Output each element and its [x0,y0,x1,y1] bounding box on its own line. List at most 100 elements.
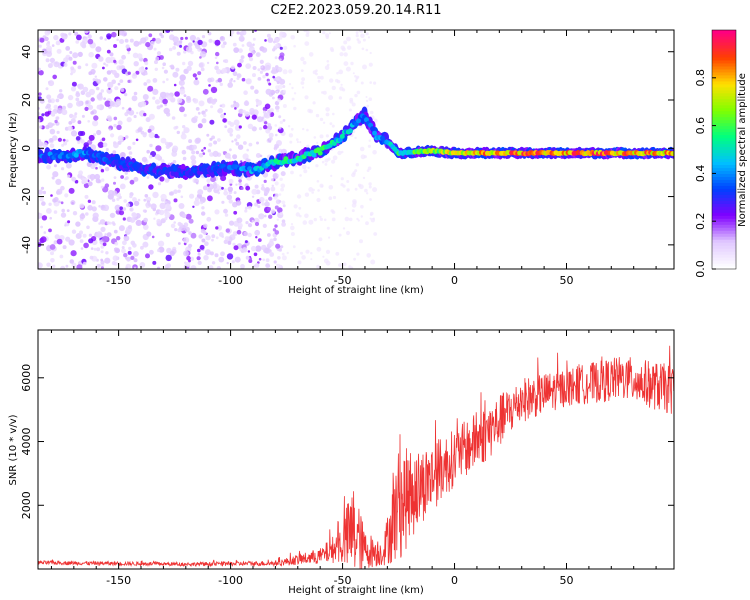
noise-point [173,83,177,87]
noise-point [323,218,327,222]
colorbar-cell [712,56,736,61]
colorbar-cell [712,146,736,151]
noise-point [233,210,238,215]
noise-point [104,38,107,41]
noise-point [329,47,334,51]
noise-point [330,209,334,213]
noise-point [316,264,320,269]
noise-point [316,197,321,203]
noise-point [77,120,82,125]
colorbar-cell [712,173,736,177]
colorbar-cell [712,65,736,70]
noise-point [174,91,180,97]
noise-point [265,128,271,134]
noise-point [240,264,245,269]
snr-y-axis-label: SNR (10 * v/v) [8,414,19,485]
noise-point [236,229,242,235]
noise-point [214,209,220,215]
noise-point [358,30,364,33]
colorbar-cell [712,158,736,163]
noise-point [92,78,96,82]
noise-point [278,126,282,130]
noise-point [116,38,119,42]
noise-point [179,40,183,44]
noise-point [129,38,134,43]
noise-point [101,178,105,182]
noise-point [53,104,58,110]
noise-point [208,142,213,147]
noise-point [286,251,289,255]
noise-point [373,232,378,236]
noise-point [228,178,234,184]
noise-point [254,202,259,207]
noise-point [42,142,48,148]
noise-point [343,40,348,45]
noise-point [81,114,85,118]
noise-point [124,38,129,43]
noise-point [96,105,101,110]
noise-point [206,61,210,65]
noise-point [198,152,204,158]
noise-point [210,105,214,109]
noise-point [255,245,262,252]
noise-point [230,78,233,81]
noise-point [176,51,181,56]
noise-point [319,215,322,219]
noise-point [245,158,250,163]
noise-point [201,211,206,216]
noise-point [204,109,208,112]
noise-point [254,89,259,94]
noise-point [70,130,78,137]
colorbar-cell [712,131,736,136]
noise-point [40,225,43,229]
noise-point [51,44,55,47]
noise-point [95,166,98,170]
noise-point [264,201,270,207]
noise-point [282,204,286,208]
noise-point [308,219,314,225]
y-tick-label: 0 [20,145,33,152]
noise-point [128,246,132,251]
ridge-core [311,152,317,158]
noise-point [356,38,360,41]
noise-point [78,230,84,235]
noise-point [354,79,358,83]
noise-point [38,92,42,96]
noise-point [238,182,242,186]
noise-point [264,214,267,218]
noise-point [248,142,253,147]
noise-point [249,257,253,261]
noise-point [116,124,122,131]
noise-point [85,63,89,67]
noise-point [164,203,171,210]
noise-point [328,32,331,35]
noise-point [243,249,247,252]
noise-point [360,215,363,218]
noise-point [120,88,125,92]
noise-point [125,266,129,269]
noise-point [117,140,122,145]
noise-point [143,57,148,63]
noise-point [197,39,203,46]
noise-point [255,236,258,239]
noise-point [49,128,56,135]
noise-point [53,240,58,245]
noise-point [39,213,43,217]
noise-point [153,47,157,51]
noise-point [302,127,305,131]
noise-point [258,257,262,261]
noise-point [331,159,336,164]
noise-point [280,171,286,177]
ridge-core [331,141,337,146]
noise-point [245,255,250,260]
noise-point [182,156,187,161]
noise-point [96,86,100,91]
noise-point [55,116,60,120]
noise-point [325,249,331,254]
noise-point [280,187,284,192]
noise-point [55,178,62,185]
noise-point [53,34,59,41]
noise-point [75,233,82,239]
noise-point [188,139,193,144]
noise-point [123,33,127,36]
